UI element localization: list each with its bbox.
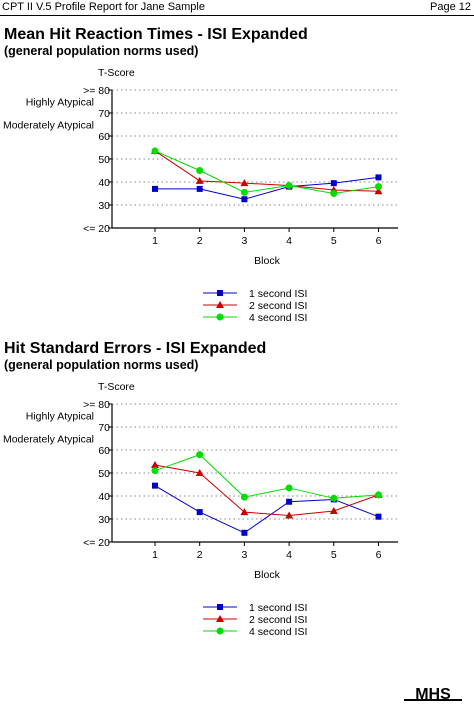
y-tick-label: 30: [98, 514, 110, 526]
y-tick-label: 70: [98, 108, 110, 120]
legend-marker: [216, 615, 224, 622]
series-1-point: [152, 185, 158, 192]
x-tick-label: 1: [152, 549, 158, 561]
series-3-point: [196, 451, 204, 459]
series-1-point: [375, 174, 382, 181]
series-1-point: [330, 180, 337, 187]
band-label: Moderately Atypical: [3, 120, 94, 132]
chart-1-subtitle: (general population norms used): [4, 44, 199, 58]
x-tick-label: 4: [286, 549, 292, 561]
legend-label: 1 second ISI: [249, 288, 307, 300]
series-line-3: [154, 150, 379, 195]
series-3-point: [240, 493, 248, 501]
y-tick-label: 50: [98, 154, 110, 166]
band-label: Highly Atypical: [26, 97, 94, 109]
x-tick-label: 2: [197, 549, 203, 561]
x-tick-label: 6: [376, 549, 382, 561]
series-line-2: [154, 464, 379, 517]
legend-marker: [217, 290, 223, 296]
chart-2-subtitle: (general population norms used): [4, 358, 199, 372]
series-3-point: [330, 190, 338, 197]
y-tick-label: >= 80: [83, 85, 110, 97]
y-tick-label: 40: [98, 177, 110, 189]
legend-marker: [216, 301, 224, 308]
x-tick-label: 5: [331, 549, 337, 561]
series-3-point: [375, 491, 382, 499]
series-2-point: [285, 511, 294, 519]
y-axis-label: T-Score: [98, 381, 135, 393]
x-axis-label: Block: [254, 569, 280, 581]
standard-error-chart: T-Score >= 80 70 60 50 40 30 <= 20 Highly Atypic…: [3, 381, 398, 638]
legend-label: 4 second ISI: [249, 626, 307, 638]
y-tick-label: 50: [98, 468, 110, 480]
series-1-point: [286, 498, 293, 505]
y-tick-label: 60: [98, 445, 110, 457]
band-label: Highly Atypical: [26, 411, 94, 423]
series-1-point: [196, 185, 203, 192]
x-tick-label: 1: [152, 235, 158, 247]
legend-label: 4 second ISI: [249, 312, 307, 324]
series-3-point: [151, 467, 159, 475]
series-3-point: [285, 484, 293, 492]
y-tick-label: 30: [98, 200, 110, 212]
y-tick-label: 40: [98, 491, 110, 503]
series-2-point: [240, 179, 249, 187]
y-tick-label: 70: [98, 422, 110, 434]
x-axis-label: Block: [254, 255, 280, 267]
y-tick-label: 60: [98, 131, 110, 143]
legend-marker: [217, 604, 223, 610]
series-3-point: [151, 147, 159, 155]
x-tick-label: 3: [241, 549, 247, 561]
series-1-point: [241, 529, 248, 536]
x-tick-label: 6: [376, 235, 382, 247]
series-2-point: [329, 506, 338, 514]
series-line-1: [155, 176, 379, 200]
series-line-1: [154, 485, 379, 534]
series-2-point: [374, 187, 383, 195]
series-1-point: [241, 196, 248, 203]
mhs-logo: MHS: [404, 686, 462, 703]
chart-1-title: Mean Hit Reaction Times - ISI Expanded: [4, 26, 308, 43]
series-3-point: [375, 183, 382, 191]
series-2-point: [151, 460, 159, 468]
logo-text: MHS: [415, 686, 451, 703]
legend-marker: [216, 627, 224, 635]
legend-marker: [216, 313, 224, 321]
page-header: CPT II V.5 Profile Report for Jane Sampl…: [0, 0, 474, 16]
series-2-point: [240, 508, 249, 516]
y-tick-label: <= 20: [83, 537, 110, 549]
series-line-2: [154, 150, 379, 192]
x-tick-label: 5: [331, 235, 337, 247]
series-line-3: [154, 454, 379, 499]
x-tick-label: 3: [241, 235, 247, 247]
x-tick-label: 4: [286, 235, 292, 247]
chart-2-title: Hit Standard Errors - ISI Expanded: [4, 340, 267, 357]
legend-label: 2 second ISI: [249, 300, 307, 312]
series-2-point: [195, 469, 204, 476]
legend-label: 2 second ISI: [249, 614, 307, 626]
series-3-point: [196, 167, 204, 174]
legend-label: 1 second ISI: [249, 602, 307, 614]
series-2-point: [195, 176, 204, 184]
series-3-point: [330, 494, 338, 502]
reaction-time-chart: T-Score >= 80 70 60 50 40 30 <= 20 Highly Atypic…: [3, 67, 398, 324]
report-title: CPT II V.5 Profile Report for Jane Sampl…: [2, 1, 205, 13]
y-tick-label: >= 80: [83, 399, 110, 411]
x-tick-label: 2: [197, 235, 203, 247]
series-3-point: [285, 181, 293, 189]
y-axis-label: T-Score: [98, 67, 135, 79]
page-number: Page 12: [430, 1, 471, 13]
band-label: Moderately Atypical: [3, 434, 94, 446]
series-3-point: [240, 188, 248, 196]
series-1-point: [152, 482, 158, 489]
y-tick-label: <= 20: [83, 223, 110, 235]
series-1-point: [375, 513, 382, 520]
series-1-point: [196, 509, 203, 516]
